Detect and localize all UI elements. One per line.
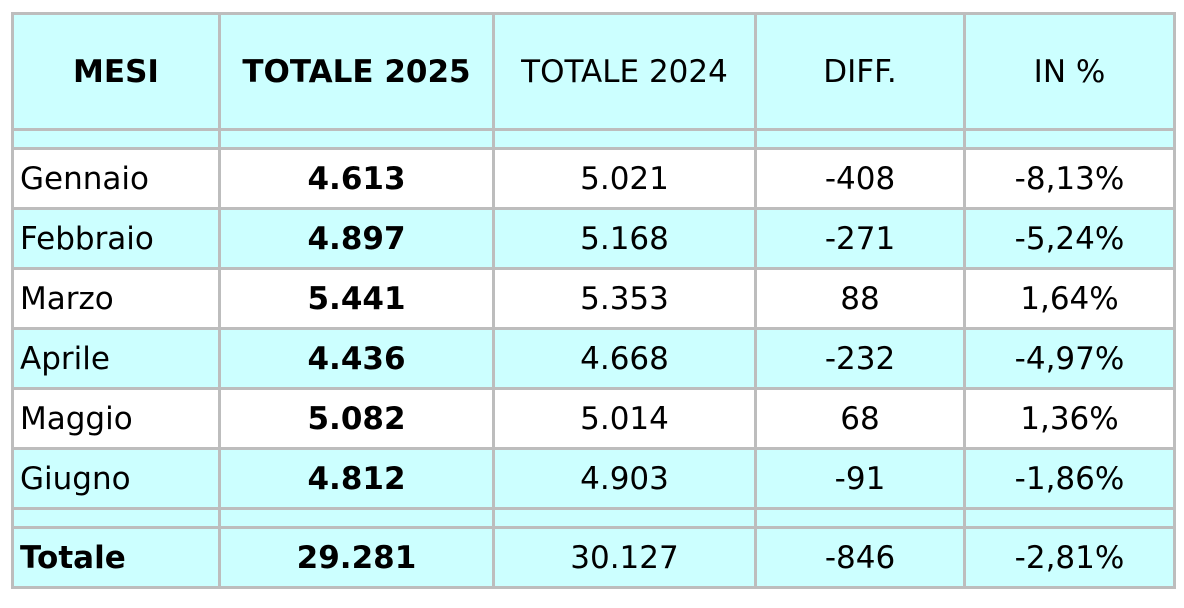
monthly-comparison-table: MESI TOTALE 2025 TOTALE 2024 DIFF. IN % …: [11, 12, 1176, 589]
total-2024-cell: 4.668: [492, 327, 757, 390]
total-2024-cell: 5.168: [492, 207, 757, 270]
diff-cell: -232: [754, 327, 966, 390]
pct-cell: 1,36%: [963, 387, 1176, 450]
pct-cell: -8,13%: [963, 147, 1176, 210]
table-row: Marzo 5.441 5.353 88 1,64%: [11, 267, 1176, 330]
diff-cell: -91: [754, 447, 966, 510]
header-row: MESI TOTALE 2025 TOTALE 2024 DIFF. IN %: [11, 12, 1176, 131]
month-cell: Giugno: [11, 447, 221, 510]
diff-cell: -271: [754, 207, 966, 270]
header-totale-2024: TOTALE 2024: [492, 12, 757, 131]
total-2024-cell: 5.353: [492, 267, 757, 330]
month-cell: Aprile: [11, 327, 221, 390]
total-2025-sum-cell: 29.281: [218, 526, 495, 589]
spacer-row: [11, 128, 1176, 150]
month-cell: Maggio: [11, 387, 221, 450]
table-row: Maggio 5.082 5.014 68 1,36%: [11, 387, 1176, 450]
total-2024-cell: 5.014: [492, 387, 757, 450]
diff-cell: 68: [754, 387, 966, 450]
diff-cell: 88: [754, 267, 966, 330]
total-2025-cell: 5.441: [218, 267, 495, 330]
month-cell: Gennaio: [11, 147, 221, 210]
table-row: Giugno 4.812 4.903 -91 -1,86%: [11, 447, 1176, 510]
table-row: Gennaio 4.613 5.021 -408 -8,13%: [11, 147, 1176, 210]
pct-cell: -4,97%: [963, 327, 1176, 390]
header-mesi: MESI: [11, 12, 221, 131]
total-pct-cell: -2,81%: [963, 526, 1176, 589]
table-row: Febbraio 4.897 5.168 -271 -5,24%: [11, 207, 1176, 270]
total-2024-sum-cell: 30.127: [492, 526, 757, 589]
total-2024-cell: 5.021: [492, 147, 757, 210]
header-in-percent: IN %: [963, 12, 1176, 131]
total-label-cell: Totale: [11, 526, 221, 589]
header-diff: DIFF.: [754, 12, 966, 131]
month-cell: Marzo: [11, 267, 221, 330]
spacer-row: [11, 507, 1176, 529]
header-totale-2025: TOTALE 2025: [218, 12, 495, 131]
total-row: Totale 29.281 30.127 -846 -2,81%: [11, 526, 1176, 589]
pct-cell: 1,64%: [963, 267, 1176, 330]
pct-cell: -5,24%: [963, 207, 1176, 270]
total-2025-cell: 4.613: [218, 147, 495, 210]
total-diff-cell: -846: [754, 526, 966, 589]
pct-cell: -1,86%: [963, 447, 1176, 510]
diff-cell: -408: [754, 147, 966, 210]
total-2025-cell: 4.812: [218, 447, 495, 510]
total-2025-cell: 4.436: [218, 327, 495, 390]
month-cell: Febbraio: [11, 207, 221, 270]
total-2024-cell: 4.903: [492, 447, 757, 510]
table-row: Aprile 4.436 4.668 -232 -4,97%: [11, 327, 1176, 390]
total-2025-cell: 4.897: [218, 207, 495, 270]
total-2025-cell: 5.082: [218, 387, 495, 450]
